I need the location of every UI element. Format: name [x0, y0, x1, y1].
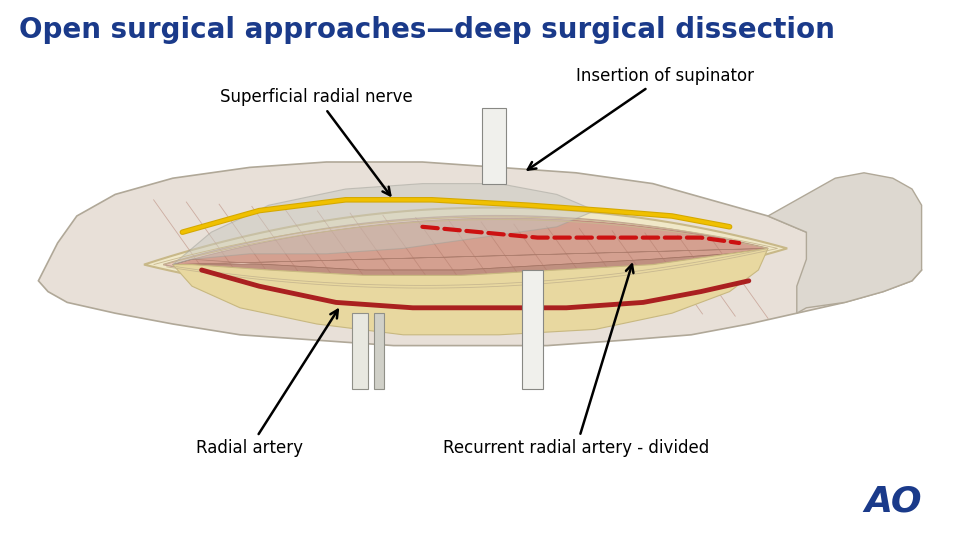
Polygon shape — [352, 313, 368, 389]
Text: Open surgical approaches—deep surgical dissection: Open surgical approaches—deep surgical d… — [19, 16, 835, 44]
Text: Superficial radial nerve: Superficial radial nerve — [221, 88, 413, 195]
Polygon shape — [163, 215, 768, 292]
Polygon shape — [173, 248, 768, 335]
Text: Recurrent radial artery - divided: Recurrent radial artery - divided — [443, 265, 709, 457]
Text: AO: AO — [864, 484, 922, 518]
Polygon shape — [173, 248, 768, 289]
Polygon shape — [374, 313, 384, 389]
Text: Insertion of supinator: Insertion of supinator — [528, 66, 754, 170]
Polygon shape — [483, 108, 507, 184]
Text: Radial artery: Radial artery — [196, 310, 338, 457]
Polygon shape — [768, 173, 922, 313]
Polygon shape — [522, 270, 543, 389]
Polygon shape — [173, 218, 768, 270]
Polygon shape — [38, 162, 922, 346]
Polygon shape — [144, 207, 787, 300]
Polygon shape — [173, 184, 595, 265]
